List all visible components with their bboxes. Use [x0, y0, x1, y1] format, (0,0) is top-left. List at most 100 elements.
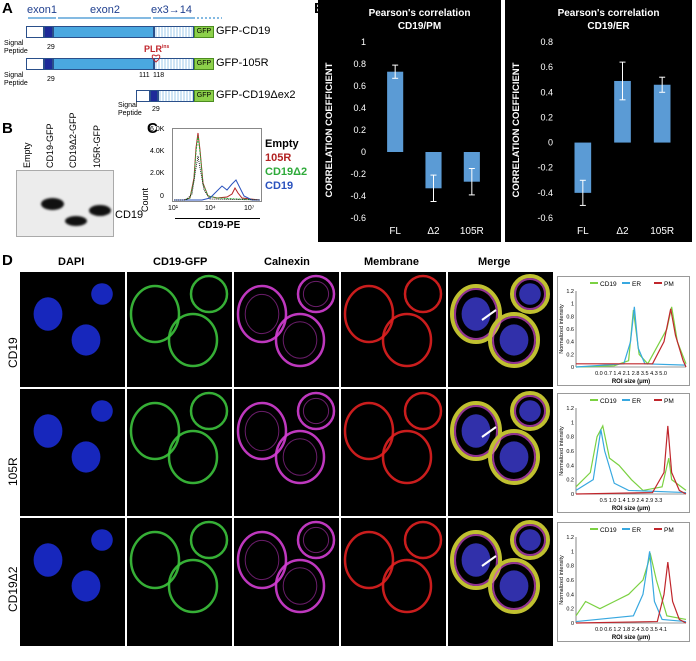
- chart-category-1-2: 105R: [650, 226, 674, 237]
- chart-bar-0-1: [425, 152, 442, 189]
- chart-bar-1-1: [614, 80, 631, 143]
- flow-legend-cd19d2: CD19Δ2: [265, 166, 308, 178]
- chart-ytick-0: 0: [361, 147, 366, 157]
- roi-line: [481, 555, 497, 567]
- signal-peptide-label-3: Signal Peptide: [118, 102, 142, 117]
- profile-ytick: 0.2: [566, 352, 574, 358]
- tick-111: 111: [139, 72, 150, 79]
- profile-ytick: 0.4: [566, 340, 574, 346]
- construct-2-name: GFP-105R: [216, 57, 269, 69]
- profile-ytick: 0.6: [566, 578, 574, 584]
- intensity-profile-1: CD19 ER PM 1.2 1 0.8 0.6 0.4 0.2 0 Normalized inte…: [557, 393, 690, 513]
- column-title-calnexin: Calnexin: [264, 256, 310, 268]
- chart-ytick-1: 0.4: [540, 87, 553, 97]
- profile-ytick: 0.6: [566, 327, 574, 333]
- exon1-label: exon1: [27, 4, 57, 16]
- chart-ytick-1: -0.6: [537, 213, 553, 223]
- profile-ytick: 0.4: [566, 463, 574, 469]
- flow-histogram-plot: [172, 128, 262, 202]
- chart-background-0: [318, 0, 501, 242]
- profile-xlabel: ROI size (μm): [612, 379, 650, 385]
- micrograph-cd19-calnexin: [234, 272, 339, 387]
- chart-ytick-1: 0.6: [540, 62, 553, 72]
- tick-118: 118: [153, 72, 165, 79]
- column-title-cd19-gfp: CD19-GFP: [153, 256, 208, 268]
- chart-ytick-0: -0.4: [350, 191, 366, 201]
- column-title-merge: Merge: [478, 256, 511, 268]
- chart-ytick-1: 0.8: [540, 37, 553, 47]
- chart-ytick-0: 0.4: [353, 103, 366, 113]
- micrograph-cd19-cd19-gfp: [127, 272, 232, 387]
- row-label-cd19: CD19: [6, 337, 20, 368]
- chart-category-1-1: Δ2: [616, 226, 629, 237]
- chart-ytick-0: -0.2: [350, 169, 366, 179]
- panel-d-letter: D: [2, 252, 13, 269]
- panel-a-letter: A: [2, 0, 13, 17]
- chart-ylabel-1: CORRELATION COEFFICIENT: [511, 62, 522, 197]
- profile-ytick: 1: [571, 302, 574, 308]
- roi-line: [481, 309, 497, 321]
- chart-ytick-0: 0.8: [353, 59, 366, 69]
- chart-ylabel-0: CORRELATION COEFFICIENT: [324, 62, 335, 197]
- chart-ytick-0: -0.6: [350, 213, 366, 223]
- chart-ytick-1: 0: [548, 138, 553, 148]
- chart-bar-1-0: [574, 142, 592, 193]
- mutation-marker-icon: [151, 54, 161, 63]
- profile-legend-pm: PM: [664, 281, 674, 288]
- panel-c-letter: C: [147, 120, 158, 137]
- profile-ylabel: Normalized intensity: [559, 426, 565, 476]
- flow-legend-105r: 105R: [265, 152, 292, 164]
- profile-line-cd19: [575, 424, 687, 492]
- chart-ytick-0: 0.6: [353, 81, 366, 91]
- flow-ytick-4k: 4.0K: [150, 148, 165, 155]
- chart-title-1: CD19/ER: [587, 21, 630, 32]
- profile-line-pm: [575, 562, 687, 624]
- chart-ytick-1: -0.2: [537, 163, 553, 173]
- row-label-105r: 105R: [6, 457, 20, 486]
- profile-ytick: 0.8: [566, 314, 574, 320]
- tick-29-2: 29: [47, 76, 55, 83]
- micrograph-105r-merge: [448, 389, 553, 516]
- profile-ytick: 0.2: [566, 607, 574, 613]
- chart-category-0-2: 105R: [460, 226, 484, 237]
- micrograph-105r-membrane: [341, 389, 446, 516]
- profile-ytick: 0.4: [566, 592, 574, 598]
- profile-legend-pm: PM: [664, 398, 674, 405]
- flow-ytick-0: 0: [160, 193, 164, 200]
- micrograph-cd19δ2-membrane: [341, 518, 446, 646]
- intensity-profile-2: CD19 ER PM 1.2 1 0.8 0.6 0.4 0.2 0 Normalized inte…: [557, 522, 690, 642]
- chart-ytick-0: 1: [361, 37, 366, 47]
- flow-ylabel: Count: [140, 187, 150, 212]
- lane-label-empty: Empty: [22, 142, 32, 168]
- micrograph-105r-dapi: [20, 389, 125, 516]
- profile-xticks: 0.0 0.6 1.2 1.8 2.4 3.0 3.5 4.1: [595, 627, 667, 633]
- flow-ytick-2k: 2.0K: [150, 170, 165, 177]
- profile-ytick: 0: [571, 621, 574, 627]
- profile-line-er: [575, 551, 687, 623]
- chart-bar-0-2: [463, 152, 480, 182]
- profile-legend-pm: PM: [664, 527, 674, 534]
- profile-ytick: 1.2: [566, 535, 574, 541]
- panel-b-letter: B: [2, 120, 13, 137]
- micrograph-cd19-dapi: [20, 272, 125, 387]
- profile-legend-cd19: CD19: [600, 527, 617, 534]
- micrograph-cd19δ2-cd19-gfp: [127, 518, 232, 646]
- profile-xlabel: ROI size (μm): [612, 506, 650, 512]
- signal-peptide-label-2: Signal Peptide: [4, 72, 28, 87]
- profile-line-pm: [576, 308, 687, 368]
- profile-ytick: 0: [571, 492, 574, 498]
- chart-category-1-0: FL: [577, 226, 589, 237]
- lane-label-cd19d2-gfp: CD19Δ2-GFP: [68, 112, 78, 168]
- profile-ylabel: Normalized intensity: [559, 555, 565, 605]
- chart-category-0-1: Δ2: [427, 226, 440, 237]
- flow-xtick-2: 10⁴: [205, 205, 216, 212]
- column-title-membrane: Membrane: [364, 256, 420, 268]
- micrograph-cd19δ2-merge: [448, 518, 553, 646]
- exon-brackets: [28, 17, 222, 19]
- profile-ylabel: Normalized intensity: [559, 304, 565, 354]
- profile-line-er: [575, 429, 687, 494]
- flow-xtick-3: 10⁷: [244, 205, 255, 212]
- western-blot-image: [16, 170, 114, 237]
- micrograph-105r-cd19-gfp: [127, 389, 232, 516]
- profile-ytick: 0: [571, 365, 574, 371]
